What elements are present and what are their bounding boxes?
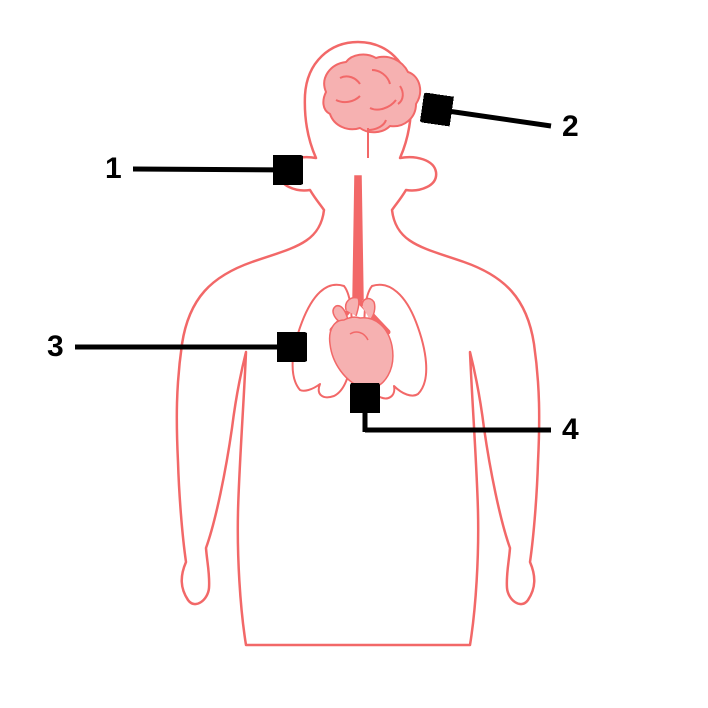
label-1: 1 [105, 152, 122, 186]
heart-icon [330, 298, 393, 390]
anatomy-diagram: 1 2 3 4 [0, 0, 708, 708]
label-4: 4 [562, 413, 579, 447]
arrow-1 [133, 169, 298, 170]
body-figure-svg [0, 0, 708, 708]
label-3: 3 [47, 330, 64, 364]
arrow-2 [427, 108, 551, 126]
label-2: 2 [562, 110, 579, 144]
